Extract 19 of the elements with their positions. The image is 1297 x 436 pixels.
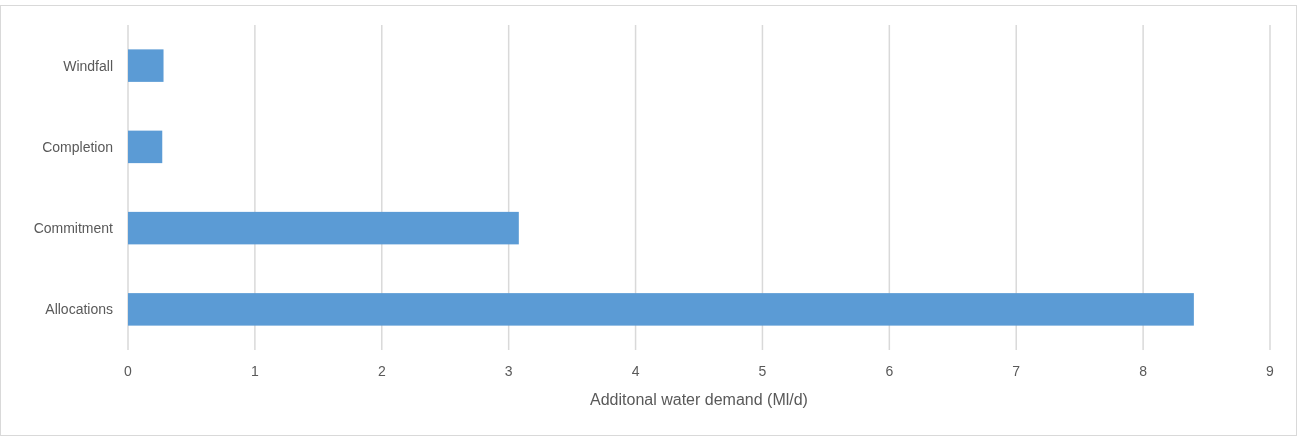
x-tick-label: 5 bbox=[758, 363, 767, 379]
y-tick-label: Commitment bbox=[33, 220, 114, 237]
x-tick-label: 6 bbox=[885, 363, 894, 379]
x-tick-label: 0 bbox=[124, 363, 133, 379]
x-tick-label: 7 bbox=[1012, 363, 1021, 379]
bar bbox=[128, 211, 519, 245]
bar bbox=[128, 49, 164, 82]
x-tick-label: 3 bbox=[504, 363, 513, 379]
y-tick-label: Windfall bbox=[63, 57, 113, 74]
y-tick-label: Allocations bbox=[45, 301, 113, 318]
x-tick-label: 8 bbox=[1139, 363, 1148, 379]
x-tick-label: 9 bbox=[1266, 363, 1275, 379]
x-tick-label: 4 bbox=[631, 363, 640, 379]
x-axis-title: Additonal water demand (Ml/d) bbox=[590, 391, 808, 408]
bar bbox=[128, 130, 163, 164]
y-tick-label: Completion bbox=[42, 138, 113, 155]
x-tick-label: 1 bbox=[250, 363, 259, 379]
bar bbox=[128, 293, 1194, 326]
x-tick-label: 2 bbox=[377, 363, 386, 379]
